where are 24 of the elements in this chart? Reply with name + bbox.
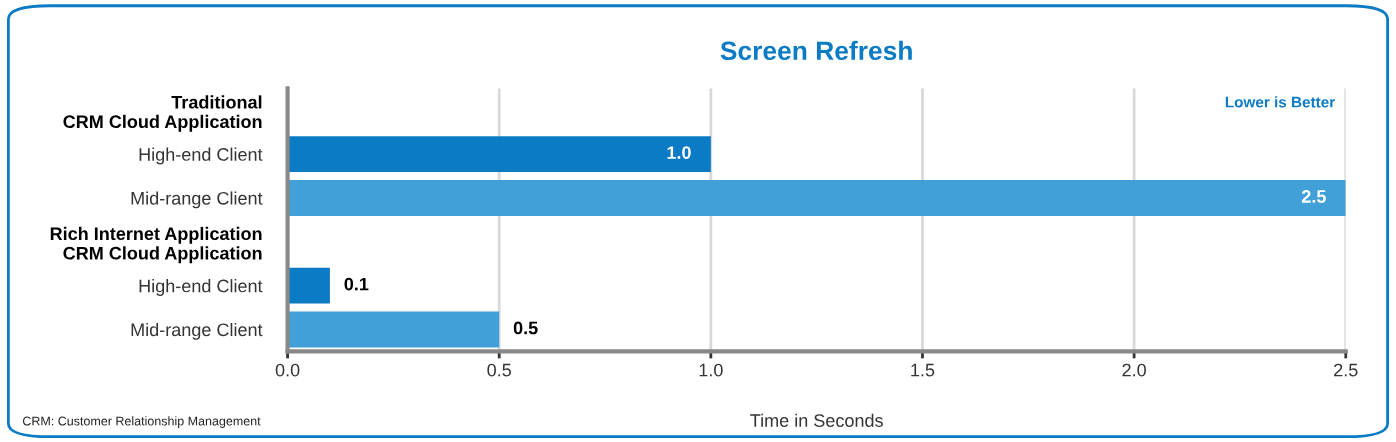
x-axis-title: Time in Seconds xyxy=(750,413,883,427)
data-label: 2.5 xyxy=(1301,190,1326,203)
x-tick-label: 0.0 xyxy=(275,363,300,377)
text: CRM: Customer Relationship Management xyxy=(22,416,261,428)
y-tick-label: Mid-range Client xyxy=(131,191,263,209)
x-tick-label: 1.0 xyxy=(699,363,723,377)
x-tick-label: 0.5 xyxy=(487,363,511,377)
chart-title: Screen Refresh xyxy=(720,40,912,61)
bar xyxy=(287,180,1346,216)
annotation: Lower is Better xyxy=(1225,96,1335,108)
x-tick-label: 1.5 xyxy=(911,363,935,377)
y-tick-label: High-end Client xyxy=(139,279,263,296)
data-label: 1.0 xyxy=(667,146,691,159)
y-tick-label: Rich Internet Application CRM Cloud Application xyxy=(50,226,262,264)
data-label: 0.1 xyxy=(344,277,369,291)
data-label: 0.5 xyxy=(513,321,538,335)
bar xyxy=(287,267,330,304)
y-tick-label: Mid-range Client xyxy=(131,322,263,340)
x-tick-label: 2.5 xyxy=(1334,363,1358,377)
bar xyxy=(287,311,500,348)
x-tick-label: 2.0 xyxy=(1122,363,1146,377)
y-tick-label: High-end Client xyxy=(139,147,263,165)
y-tick-label: Traditional CRM Cloud Application xyxy=(63,95,262,132)
bar xyxy=(287,136,711,173)
